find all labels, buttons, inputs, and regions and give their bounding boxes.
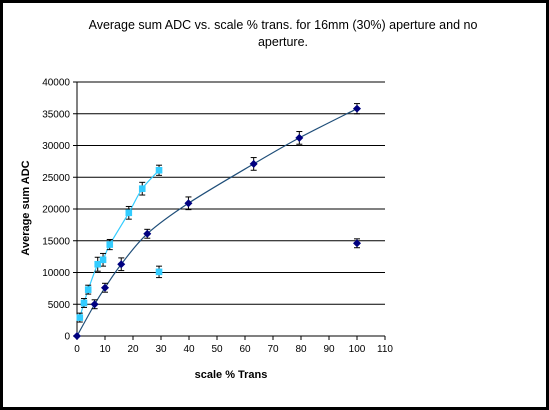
series-line-1 bbox=[76, 108, 358, 337]
error-bars bbox=[76, 103, 360, 323]
data-point-series-1 bbox=[295, 133, 304, 142]
x-tick-label: 80 bbox=[295, 344, 307, 355]
data-point-series-2 bbox=[138, 185, 146, 192]
data-point-series-1 bbox=[184, 199, 193, 208]
y-tick-label: 40000 bbox=[42, 78, 70, 89]
data-point-series-2 bbox=[106, 241, 114, 248]
x-tick-label: 110 bbox=[377, 344, 393, 355]
data-point-series-2 bbox=[155, 268, 163, 276]
gridlines bbox=[77, 81, 385, 305]
y-tick-label: 15000 bbox=[42, 236, 70, 247]
data-point-series-2 bbox=[99, 256, 107, 264]
x-tick-label: 100 bbox=[349, 344, 366, 355]
x-tick-label: 40 bbox=[183, 344, 195, 355]
axes bbox=[73, 81, 386, 340]
x-tick-label: 70 bbox=[267, 344, 279, 355]
data-point-series-1 bbox=[352, 239, 362, 248]
x-tick-label: 30 bbox=[155, 344, 167, 355]
data-point-series-2 bbox=[94, 260, 102, 268]
data-point-series-1 bbox=[143, 229, 152, 238]
data-point-series-1 bbox=[100, 283, 110, 292]
x-tick-label: 0 bbox=[74, 344, 80, 355]
data-point-series-1 bbox=[352, 104, 362, 113]
y-axis-label: Average sum ADC bbox=[20, 160, 32, 255]
data-point-series-1 bbox=[72, 331, 82, 341]
x-tick-label: 20 bbox=[127, 344, 139, 355]
x-tick-label: 10 bbox=[99, 344, 111, 355]
data-point-series-2 bbox=[84, 286, 92, 293]
x-axis-label: scale % Trans bbox=[195, 369, 268, 381]
tick-labels: 0 5000 10000 15000 20000 25000 30000 35000 40000… bbox=[42, 78, 393, 356]
x-tick-label: 90 bbox=[323, 344, 335, 355]
data-point-series-2 bbox=[125, 209, 133, 217]
chart-title: Average sum ADC vs. scale % trans. for 1… bbox=[88, 18, 478, 49]
data-point-series-1 bbox=[249, 159, 258, 168]
series-line-2 bbox=[79, 169, 160, 318]
data-point-series-1 bbox=[90, 300, 99, 309]
y-tick-label: 25000 bbox=[42, 173, 70, 184]
data-points bbox=[72, 104, 362, 341]
x-tick-label: 60 bbox=[239, 344, 251, 355]
y-tick-label: 10000 bbox=[42, 268, 70, 279]
data-point-series-1 bbox=[117, 260, 126, 269]
y-tick-label: 30000 bbox=[42, 141, 70, 152]
data-point-series-2 bbox=[155, 166, 163, 174]
x-tick-label: 50 bbox=[211, 344, 223, 355]
y-tick-label: 35000 bbox=[42, 109, 70, 120]
series-lines bbox=[76, 108, 358, 337]
data-point-series-2 bbox=[76, 314, 84, 321]
y-tick-label: 0 bbox=[64, 332, 70, 343]
y-tick-label: 20000 bbox=[42, 205, 70, 216]
data-point-series-2 bbox=[80, 299, 88, 307]
y-tick-label: 5000 bbox=[48, 300, 71, 311]
